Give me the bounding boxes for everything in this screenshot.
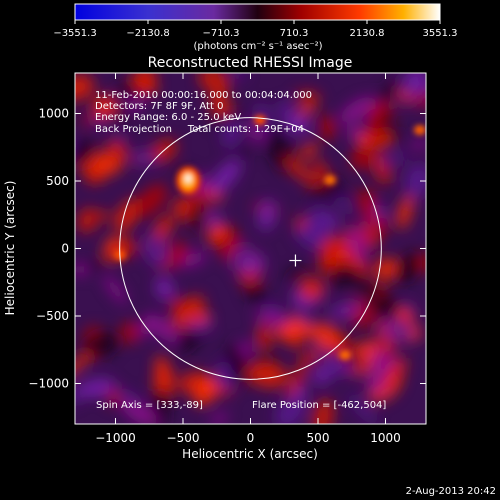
y-tick-label: 500 [46, 174, 69, 188]
x-axis-label: Heliocentric X (arcsec) [182, 447, 318, 461]
x-tick-label: 0 [247, 431, 255, 445]
flare-position-label: Flare Position = [-462,504] [252, 400, 386, 411]
colorbar-strip [74, 3, 441, 21]
solar-limb [119, 117, 382, 380]
x-tick-label: −500 [167, 431, 200, 445]
colorbar-tick-label: 3551.3 [423, 28, 458, 39]
plot-title: Reconstructed RHESSI Image [148, 55, 353, 71]
info-line-detectors: Detectors: 7F 8F 9F, Att 0 [95, 101, 223, 112]
timestamp: 2-Aug-2013 20:42 [406, 486, 496, 497]
x-tick-label: 500 [307, 431, 330, 445]
y-tick-label: 0 [61, 242, 69, 256]
colorbar-tick-label: 2130.8 [350, 28, 385, 39]
bright-sources [114, 115, 426, 360]
intensity-map [75, 73, 426, 424]
info-block: 11-Feb-2010 00:00:16.000 to 00:04:04.000… [95, 90, 312, 135]
plot-area [75, 73, 426, 424]
spin-axis-label: Spin Axis = [333,-89] [96, 400, 203, 411]
info-line-energy: Energy Range: 6.0 - 25.0 keV [95, 112, 241, 123]
y-axis-ticks: −1000 −500 0 500 1000 [28, 107, 426, 391]
y-tick-label: −1000 [28, 377, 69, 391]
colorbar-tick-label: −2130.8 [126, 28, 169, 39]
colorbar: −3551.3 −2130.8 −710.3 710.3 2130.8 3551.3 (p… [53, 3, 458, 52]
info-line-time: 11-Feb-2010 00:00:16.000 to 00:04:04.000 [95, 90, 312, 101]
colorbar-tick-label: −710.3 [202, 28, 239, 39]
x-tick-label: −1000 [95, 431, 136, 445]
y-tick-label: −500 [36, 309, 69, 323]
colorbar-unit-label: (photons cm⁻² s⁻¹ asec⁻²) [193, 41, 322, 52]
x-axis-ticks: −1000 −500 0 500 1000 [95, 73, 401, 445]
colorbar-ticks: −3551.3 −2130.8 −710.3 710.3 2130.8 3551.3 [53, 20, 458, 39]
y-axis-label: Heliocentric Y (arcsec) [3, 181, 17, 316]
spin-axis-marker [289, 254, 302, 267]
info-line-method: Back Projection Total counts: 1.29E+04 [95, 124, 304, 135]
colorbar-tick-label: 710.3 [280, 28, 309, 39]
y-tick-label: 1000 [38, 107, 69, 121]
x-tick-label: 1000 [370, 431, 401, 445]
colorbar-tick-label: −3551.3 [53, 28, 96, 39]
